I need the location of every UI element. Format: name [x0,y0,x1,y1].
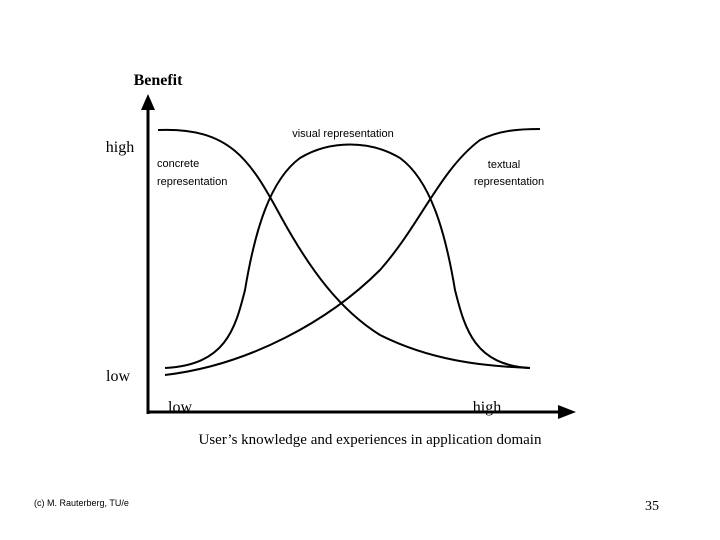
footer-credit: (c) M. Rauterberg, TU/e [34,498,129,508]
textual-curve [164,128,541,376]
y-axis-title: Benefit [134,72,184,89]
x-high-label: high [473,399,501,416]
visual-curve [164,143,531,369]
concrete-label: representation [157,176,227,188]
y-high-label: high [106,139,134,156]
concrete-curve [157,128,531,369]
visual-label: visual representation [292,128,394,140]
y-axis-arrow [141,94,155,110]
x-axis-arrow [558,405,576,419]
page-number: 35 [645,499,659,514]
x-axis-title: User’s knowledge and experiences in appl… [199,432,542,448]
textual-label: representation [474,176,544,188]
y-low-label: low [106,368,130,385]
textual-label: textual [488,159,520,171]
x-low-label: low [168,399,192,416]
concrete-label: concrete [157,158,199,170]
